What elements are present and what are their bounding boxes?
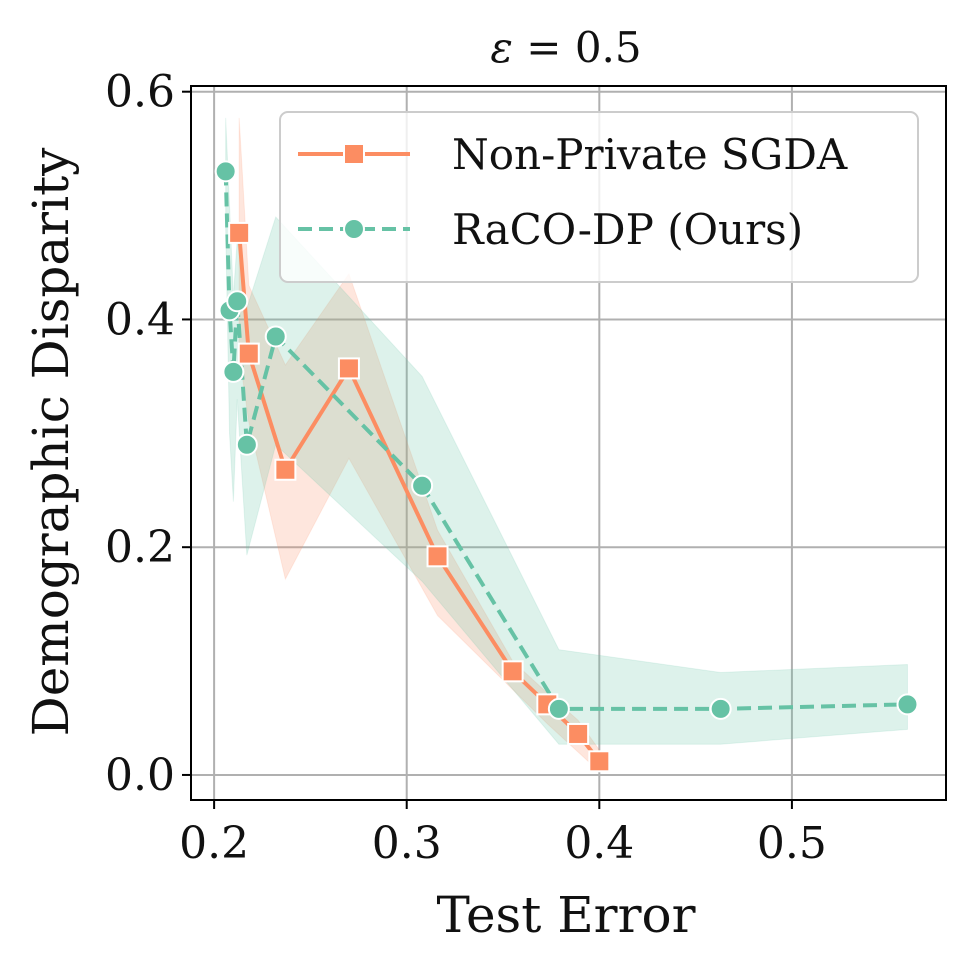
x-tick-label: 0.4 bbox=[564, 818, 634, 869]
chart-title: ε = 0.5 bbox=[490, 23, 641, 72]
legend-box bbox=[279, 111, 919, 283]
y-tick-label: 0.0 bbox=[105, 750, 175, 801]
y-tick-label: 0.4 bbox=[105, 294, 175, 345]
legend-marker-square bbox=[343, 143, 365, 165]
y-axis-title: Demographic Disparity bbox=[22, 147, 80, 737]
x-axis-title: Test Error bbox=[436, 886, 695, 944]
data-point-non-private bbox=[274, 458, 297, 481]
x-tick-label: 0.5 bbox=[757, 818, 827, 869]
x-axis-ticks: 0.2 0.3 0.4 0.5 bbox=[179, 800, 827, 869]
data-point-raco-dp bbox=[222, 360, 245, 383]
title-epsilon: ε bbox=[490, 23, 513, 72]
data-point-raco-dp bbox=[226, 290, 249, 313]
legend-label-non-private: Non-Private SGDA bbox=[452, 130, 848, 179]
data-point-non-private bbox=[567, 722, 590, 745]
data-point-non-private bbox=[228, 221, 251, 244]
data-point-non-private bbox=[501, 660, 524, 683]
data-point-raco-dp bbox=[264, 325, 287, 348]
series-line-raco-dp bbox=[223, 171, 908, 711]
y-tick-label: 0.6 bbox=[105, 67, 175, 118]
data-point-non-private bbox=[426, 545, 449, 568]
y-tick-label: 0.2 bbox=[105, 522, 175, 573]
plot-frame bbox=[190, 85, 947, 801]
data-point-non-private bbox=[588, 750, 611, 773]
data-point-raco-dp bbox=[411, 474, 434, 497]
data-point-raco-dp bbox=[547, 697, 570, 720]
legend: Non-Private SGDA RaCO-DP (Ours) bbox=[279, 111, 919, 283]
series-markers bbox=[214, 160, 919, 773]
x-tick-label: 0.3 bbox=[372, 818, 442, 869]
data-point-raco-dp bbox=[214, 160, 237, 183]
data-point-raco-dp bbox=[896, 693, 919, 716]
data-point-non-private bbox=[337, 357, 360, 380]
x-tick-label: 0.2 bbox=[179, 818, 249, 869]
y-axis-ticks: 0.0 0.2 0.4 0.6 bbox=[105, 67, 191, 801]
data-point-raco-dp bbox=[709, 697, 732, 720]
legend-marker-circle bbox=[343, 218, 365, 240]
data-point-non-private bbox=[237, 342, 260, 365]
legend-label-raco-dp: RaCO-DP (Ours) bbox=[452, 205, 803, 254]
title-value: = 0.5 bbox=[513, 23, 642, 72]
data-point-raco-dp bbox=[235, 433, 258, 456]
